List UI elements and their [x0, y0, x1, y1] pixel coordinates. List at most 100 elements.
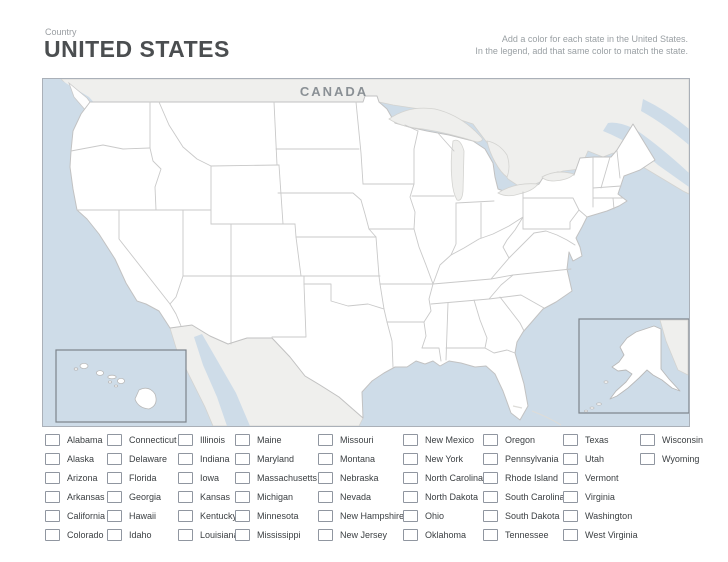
legend-row-wyoming: Wyoming [640, 449, 703, 468]
legend-column-3: Illinois Indiana Iowa Kansas Kentucky Louisia… [178, 430, 239, 544]
page-title: UNITED STATES [44, 36, 230, 62]
us-map[interactable] [42, 78, 690, 427]
alaska-canada-corner [659, 319, 689, 376]
state-checkbox-minnesota[interactable] [235, 509, 250, 522]
state-checkbox-texas[interactable] [563, 433, 578, 446]
hawaii-big-island [134, 387, 157, 410]
state-label-rhode-island: Rhode Island [505, 472, 559, 483]
legend-column-1: Alabama Alaska Arizona Arkansas California Co… [45, 430, 105, 544]
legend-row-tennessee: Tennessee [483, 525, 565, 544]
state-checkbox-ohio[interactable] [403, 509, 418, 522]
state-label-vermont: Vermont [585, 472, 619, 483]
aleutian-island [603, 380, 609, 384]
state-checkbox-delaware[interactable] [107, 452, 122, 465]
state-label-west-virginia: West Virginia [585, 529, 638, 540]
state-checkbox-idaho[interactable] [107, 528, 122, 541]
state-checkbox-nevada[interactable] [318, 490, 333, 503]
state-checkbox-alabama[interactable] [45, 433, 60, 446]
us-map-svg[interactable] [43, 79, 689, 426]
state-label-california: California [67, 510, 106, 521]
state-checkbox-south-carolina[interactable] [483, 490, 498, 503]
country-label: Country [45, 27, 77, 37]
state-checkbox-oregon[interactable] [483, 433, 498, 446]
state-checkbox-new-hampshire[interactable] [318, 509, 333, 522]
state-label-missouri: Missouri [340, 434, 374, 445]
alaska-land [609, 325, 681, 400]
state-checkbox-washington[interactable] [563, 509, 578, 522]
legend-row-kansas: Kansas [178, 487, 239, 506]
state-label-utah: Utah [585, 453, 605, 464]
state-checkbox-south-dakota[interactable] [483, 509, 498, 522]
state-checkbox-rhode-island[interactable] [483, 471, 498, 484]
state-checkbox-illinois[interactable] [178, 433, 193, 446]
state-label-montana: Montana [340, 453, 376, 464]
state-checkbox-north-dakota[interactable] [403, 490, 418, 503]
state-checkbox-new-york[interactable] [403, 452, 418, 465]
state-checkbox-connecticut[interactable] [107, 433, 122, 446]
state-checkbox-wyoming[interactable] [640, 452, 655, 465]
state-checkbox-alaska[interactable] [45, 452, 60, 465]
state-checkbox-new-mexico[interactable] [403, 433, 418, 446]
state-label-alabama: Alabama [67, 434, 103, 445]
state-checkbox-utah[interactable] [563, 452, 578, 465]
state-label-idaho: Idaho [129, 529, 152, 540]
state-checkbox-indiana[interactable] [178, 452, 193, 465]
legend-row-new-mexico: New Mexico [403, 430, 483, 449]
state-checkbox-north-carolina[interactable] [403, 471, 418, 484]
state-checkbox-nebraska[interactable] [318, 471, 333, 484]
state-checkbox-pennsylvania[interactable] [483, 452, 498, 465]
state-checkbox-west-virginia[interactable] [563, 528, 578, 541]
state-checkbox-michigan[interactable] [235, 490, 250, 503]
state-checkbox-missouri[interactable] [318, 433, 333, 446]
state-label-colorado: Colorado [67, 529, 104, 540]
state-label-kansas: Kansas [200, 491, 231, 502]
state-label-georgia: Georgia [129, 491, 162, 502]
state-label-maine: Maine [257, 434, 282, 445]
instructions-text: Add a color for each state in the United… [475, 33, 688, 57]
state-checkbox-iowa[interactable] [178, 471, 193, 484]
state-label-ohio: Ohio [425, 510, 445, 521]
state-checkbox-california[interactable] [45, 509, 60, 522]
legend-row-north-carolina: North Carolina [403, 468, 483, 487]
hawaii-inset[interactable] [55, 349, 187, 423]
state-checkbox-virginia[interactable] [563, 490, 578, 503]
state-checkbox-colorado[interactable] [45, 528, 60, 541]
state-checkbox-kentucky[interactable] [178, 509, 193, 522]
state-checkbox-georgia[interactable] [107, 490, 122, 503]
state-checkbox-arizona[interactable] [45, 471, 60, 484]
state-label-oregon: Oregon [505, 434, 536, 445]
state-checkbox-louisiana[interactable] [178, 528, 193, 541]
state-checkbox-kansas[interactable] [178, 490, 193, 503]
state-label-louisiana: Louisiana [200, 529, 239, 540]
state-checkbox-vermont[interactable] [563, 471, 578, 484]
state-label-illinois: Illinois [200, 434, 226, 445]
state-checkbox-maryland[interactable] [235, 452, 250, 465]
lake-erie [497, 183, 539, 197]
state-checkbox-montana[interactable] [318, 452, 333, 465]
state-checkbox-wisconsin[interactable] [640, 433, 655, 446]
state-label-pennsylvania: Pennsylvania [505, 453, 559, 464]
legend-row-indiana: Indiana [178, 449, 239, 468]
state-checkbox-florida[interactable] [107, 471, 122, 484]
state-label-virginia: Virginia [585, 491, 615, 502]
legend-row-michigan: Michigan [235, 487, 317, 506]
state-label-indiana: Indiana [200, 453, 230, 464]
legend-row-new-hampshire: New Hampshire [318, 506, 404, 525]
state-checkbox-oklahoma[interactable] [403, 528, 418, 541]
instructions-line-2: In the legend, add that same color to ma… [475, 46, 688, 56]
state-label-minnesota: Minnesota [257, 510, 299, 521]
alaska-inset[interactable] [578, 318, 689, 414]
state-checkbox-tennessee[interactable] [483, 528, 498, 541]
state-checkbox-mississippi[interactable] [235, 528, 250, 541]
state-checkbox-hawaii[interactable] [107, 509, 122, 522]
state-label-new-mexico: New Mexico [425, 434, 475, 445]
state-checkbox-new-jersey[interactable] [318, 528, 333, 541]
state-checkbox-maine[interactable] [235, 433, 250, 446]
canada-label: CANADA [299, 84, 369, 99]
state-checkbox-arkansas[interactable] [45, 490, 60, 503]
state-checkbox-massachusetts[interactable] [235, 471, 250, 484]
hawaii-island [79, 362, 89, 369]
legend-row-connecticut: Connecticut [107, 430, 177, 449]
legend-row-ohio: Ohio [403, 506, 483, 525]
legend-row-missouri: Missouri [318, 430, 404, 449]
